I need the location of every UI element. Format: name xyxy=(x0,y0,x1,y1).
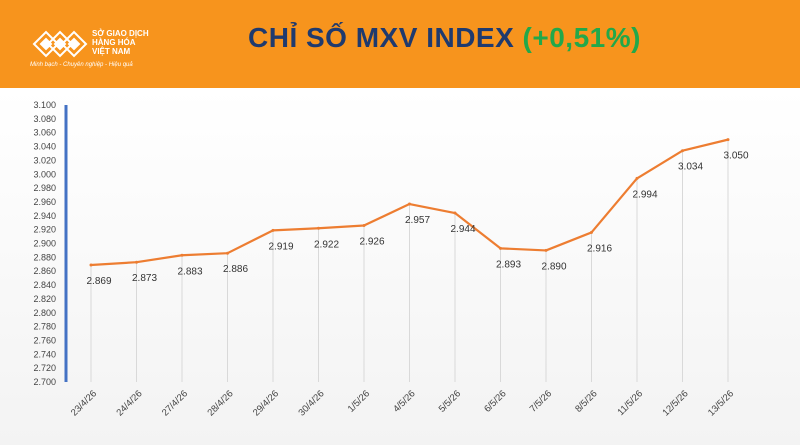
y-tick-label: 2.800 xyxy=(33,308,56,318)
y-tick-label: 2.920 xyxy=(33,225,56,235)
data-point xyxy=(226,251,229,255)
data-label: 2.883 xyxy=(177,266,202,277)
logo-line: SỞ GIAO DỊCH xyxy=(92,29,149,38)
logo-tagline: Minh bạch - Chuyên nghiệp - Hiệu quả xyxy=(30,62,133,68)
data-label: 2.893 xyxy=(496,259,521,270)
data-label: 3.034 xyxy=(678,162,703,173)
logo-line: HÀNG HÓA xyxy=(92,38,136,47)
data-point xyxy=(135,260,138,264)
x-tick-label: 12/5/26 xyxy=(660,388,690,418)
data-label: 2.922 xyxy=(314,239,339,250)
y-tick-label: 2.940 xyxy=(33,211,56,221)
x-tick-label: 4/5/26 xyxy=(391,388,417,414)
x-tick-label: 28/4/26 xyxy=(205,388,235,418)
y-tick-label: 2.760 xyxy=(33,335,56,345)
data-label: 2.994 xyxy=(632,189,657,200)
y-tick-label: 3.060 xyxy=(33,128,56,138)
data-point xyxy=(271,228,275,232)
x-tick-label: 6/5/26 xyxy=(482,388,508,414)
x-tick-label: 13/5/26 xyxy=(706,388,736,418)
data-point xyxy=(89,263,93,267)
data-label: 2.890 xyxy=(541,261,566,272)
data-label: 2.926 xyxy=(359,236,384,247)
y-tick-label: 2.740 xyxy=(33,349,56,359)
data-point xyxy=(726,138,730,142)
logo-line: VIỆT NAM xyxy=(92,47,131,56)
x-tick-label: 23/4/26 xyxy=(69,388,99,418)
title-text: CHỈ SỐ MXV INDEX xyxy=(248,22,515,53)
x-tick-label: 11/5/26 xyxy=(615,388,645,418)
y-tick-label: 3.020 xyxy=(33,155,56,165)
y-tick-label: 3.040 xyxy=(33,142,56,152)
y-tick-label: 2.700 xyxy=(33,377,56,387)
data-point xyxy=(317,226,320,230)
x-tick-label: 1/5/26 xyxy=(346,388,372,414)
y-tick-label: 2.820 xyxy=(33,294,56,304)
y-tick-label: 3.080 xyxy=(33,114,56,124)
x-tick-label: 30/4/26 xyxy=(296,388,326,418)
data-label: 2.957 xyxy=(405,215,430,226)
data-label: 3.050 xyxy=(723,151,748,162)
y-tick-label: 2.980 xyxy=(33,183,56,193)
y-tick-label: 3.000 xyxy=(33,169,56,179)
data-label: 2.869 xyxy=(86,276,111,287)
x-tick-label: 29/4/26 xyxy=(251,388,281,418)
y-tick-label: 2.840 xyxy=(33,280,56,290)
data-label: 2.873 xyxy=(132,273,157,284)
data-point xyxy=(408,202,411,206)
x-tick-label: 5/5/26 xyxy=(437,388,463,414)
data-point xyxy=(590,230,593,234)
data-point xyxy=(180,253,184,257)
header-banner: SỞ GIAO DỊCH HÀNG HÓA VIỆT NAM Minh bạch… xyxy=(0,0,800,88)
data-label: 2.916 xyxy=(587,243,612,254)
x-tick-label: 27/4/26 xyxy=(160,388,190,418)
data-label: 2.886 xyxy=(223,264,248,275)
x-tick-label: 7/5/26 xyxy=(528,388,554,414)
y-tick-label: 3.100 xyxy=(33,100,56,110)
chart-area: 2.700 2.720 2.740 2.760 2.780 2.800 2.820 2.840… xyxy=(0,88,800,445)
logo-name: SỞ GIAO DỊCH HÀNG HÓA VIỆT NAM xyxy=(92,29,182,56)
y-tick-label: 2.880 xyxy=(33,252,56,262)
data-point xyxy=(499,246,502,250)
y-tick-label: 2.860 xyxy=(33,266,56,276)
line-chart: 2.700 2.720 2.740 2.760 2.780 2.800 2.820 2.840… xyxy=(33,100,748,419)
data-label: 2.919 xyxy=(268,241,293,252)
data-label: 2.944 xyxy=(450,224,475,235)
data-point xyxy=(362,223,366,227)
index-change: (+0,51%) xyxy=(522,22,641,53)
x-tick-label: 24/4/26 xyxy=(114,388,144,418)
y-tick-label: 2.780 xyxy=(33,322,56,332)
page-title: CHỈ SỐ MXV INDEX (+0,51%) xyxy=(248,22,641,54)
data-point xyxy=(635,176,639,180)
y-tick-label: 2.960 xyxy=(33,197,56,207)
y-tick-label: 2.720 xyxy=(33,363,56,373)
data-point xyxy=(681,149,684,153)
x-tick-label: 8/5/26 xyxy=(573,388,599,414)
y-tick-label: 2.900 xyxy=(33,239,56,249)
data-point xyxy=(544,248,548,252)
data-point xyxy=(453,211,457,215)
mxv-logo-icon xyxy=(32,30,88,58)
